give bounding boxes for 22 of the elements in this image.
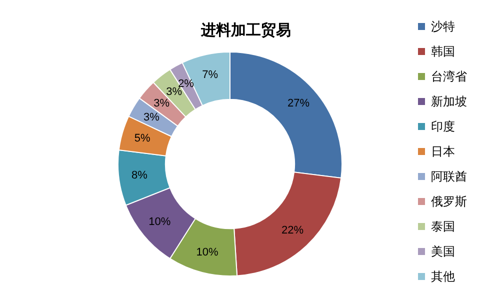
legend-label: 其他 (431, 270, 455, 284)
data-label: 3% (143, 112, 160, 124)
data-label: 10% (196, 246, 219, 258)
data-label: 27% (287, 98, 310, 110)
legend-label: 沙特 (431, 20, 455, 34)
legend-label: 阿联酋 (431, 170, 467, 184)
legend-label: 俄罗斯 (431, 194, 467, 208)
data-label: 3% (154, 98, 170, 110)
legend-label: 印度 (431, 120, 455, 134)
legend-label: 泰国 (431, 220, 455, 234)
legend-label: 韩国 (431, 44, 455, 58)
legend-label: 台湾省 (431, 70, 467, 84)
data-label: 8% (131, 169, 148, 182)
legend-label: 美国 (431, 244, 455, 258)
chart-title: 进料加工贸易 (200, 22, 291, 39)
data-label: 7% (202, 68, 218, 81)
legend-label: 新加坡 (431, 94, 467, 108)
data-label: 10% (148, 216, 171, 228)
data-label: 3% (166, 86, 182, 98)
data-label: 5% (134, 132, 150, 145)
legend-label: 日本 (431, 144, 455, 158)
data-label: 22% (281, 224, 304, 237)
